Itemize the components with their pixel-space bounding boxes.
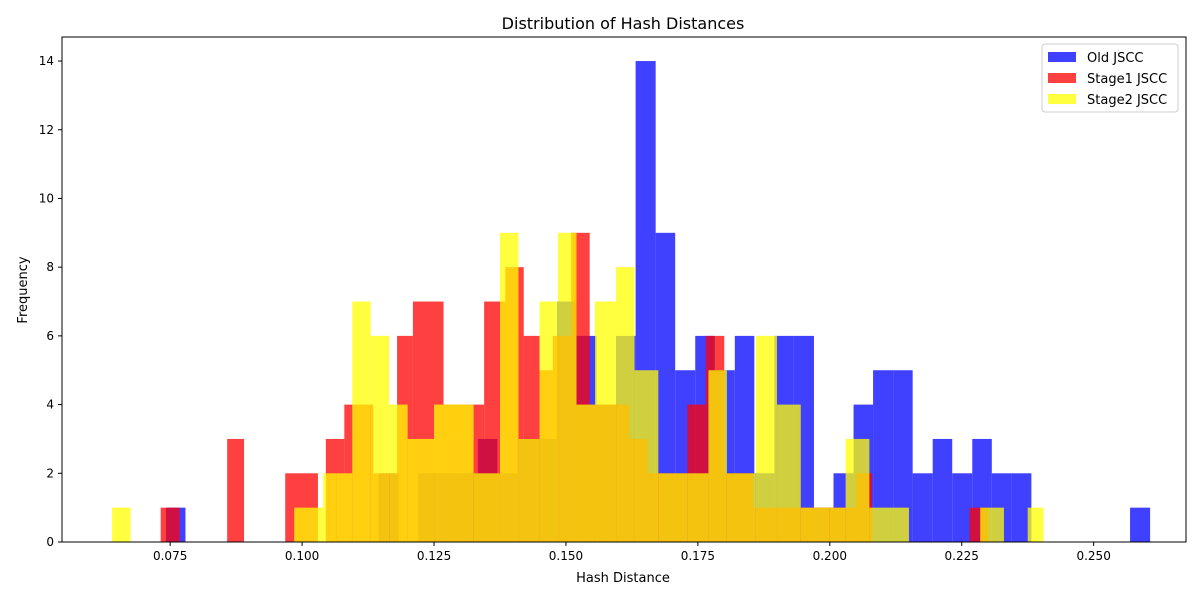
x-axis-label: Hash Distance (576, 571, 670, 586)
x-tick-label-3: 0.150 (549, 549, 583, 563)
bar-series-2-bin-17 (634, 370, 659, 542)
y-tick-label-5: 10 (39, 191, 54, 205)
y-axis-label: Frequency (16, 256, 31, 323)
y-tick-label-3: 6 (46, 329, 54, 343)
bar-series-2-bin-11 (518, 438, 540, 542)
bar-series-2-bin-0 (112, 507, 131, 542)
legend: Old JSCC Stage1 JSCC Stage2 JSCC (1041, 43, 1179, 113)
bar-series-0-bin-26 (893, 370, 913, 542)
series-2-bars (112, 232, 1044, 542)
legend-label-0: Old JSCC (1087, 51, 1143, 66)
bar-series-2-bin-28 (980, 507, 1004, 542)
legend-label-2: Stage2 JSCC (1087, 93, 1167, 108)
bar-series-2-bin-23 (777, 404, 801, 542)
y-tick-label-7: 14 (39, 54, 54, 68)
legend-entries: Old JSCC Stage1 JSCC Stage2 JSCC (1048, 51, 1167, 108)
x-tick-label-0: 0.075 (153, 549, 187, 563)
bar-series-1-bin-0 (160, 507, 180, 542)
bar-series-2-bin-18 (658, 473, 688, 542)
bar-series-2-bin-29 (1027, 507, 1044, 542)
x-tick-label-4: 0.175 (681, 549, 715, 563)
legend-swatch-1 (1048, 73, 1076, 83)
x-tick-label-6: 0.225 (945, 549, 979, 563)
x-tick-label-2: 0.125 (417, 549, 451, 563)
bar-series-2-bin-25 (829, 507, 846, 542)
bar-series-2-bin-24 (800, 507, 830, 542)
bar-series-2-bin-9 (473, 473, 500, 542)
bar-series-2-bin-22 (755, 335, 778, 542)
legend-swatch-2 (1048, 94, 1076, 104)
legend-swatch-0 (1048, 52, 1076, 62)
y-tick-label-0: 0 (46, 535, 54, 549)
y-tick-label-6: 12 (39, 123, 54, 137)
bar-series-2-bin-2 (323, 473, 337, 542)
x-tick-label-1: 0.100 (285, 549, 319, 563)
x-axis-ticks: 0.075 0.100 0.125 0.150 0.175 0.200 0.225 0.250 (153, 542, 1111, 563)
bars-layer (112, 61, 1151, 543)
y-tick-label-2: 4 (46, 398, 54, 412)
bar-series-2-bin-27 (869, 507, 909, 542)
bar-series-0-bin-29 (952, 473, 973, 542)
bar-series-2-bin-26 (845, 438, 870, 542)
y-tick-label-1: 2 (46, 466, 54, 480)
bar-series-2-bin-15 (594, 301, 617, 542)
bar-series-2-bin-12 (539, 301, 559, 542)
bar-series-2-bin-16 (616, 267, 635, 542)
plot-frame (61, 36, 1187, 543)
y-tick-label-4: 8 (46, 260, 54, 274)
bar-series-2-bin-10 (499, 232, 519, 542)
bar-series-0-bin-33 (1130, 507, 1151, 542)
bar-series-0-bin-14 (655, 232, 676, 542)
bar-series-2-bin-19 (687, 473, 709, 542)
bar-series-2-bin-13 (558, 232, 577, 542)
bar-series-2-bin-21 (726, 473, 756, 542)
bar-series-0-bin-32 (1011, 473, 1032, 542)
bar-series-0-bin-28 (932, 438, 953, 542)
bar-series-2-bin-4 (352, 301, 371, 542)
bar-series-2-bin-3 (336, 473, 353, 542)
bar-series-2-bin-6 (389, 404, 408, 542)
bar-series-0-bin-25 (873, 370, 894, 542)
bar-series-2-bin-20 (708, 370, 727, 542)
x-tick-label-7: 0.250 (1076, 549, 1110, 563)
bar-series-2-bin-7 (407, 438, 435, 542)
legend-label-1: Stage1 JSCC (1087, 72, 1167, 87)
bar-series-2-bin-1 (294, 507, 324, 542)
bar-series-2-bin-5 (370, 335, 390, 542)
y-axis-ticks: 0 2 4 6 8 10 12 14 (39, 54, 62, 549)
bar-series-2-bin-8 (434, 404, 474, 542)
chart-title: Distribution of Hash Distances (502, 14, 745, 33)
bar-series-0-bin-27 (912, 473, 933, 542)
x-tick-label-5: 0.200 (813, 549, 847, 563)
bar-series-2-bin-14 (576, 404, 595, 542)
bar-series-1-bin-1 (227, 438, 245, 542)
